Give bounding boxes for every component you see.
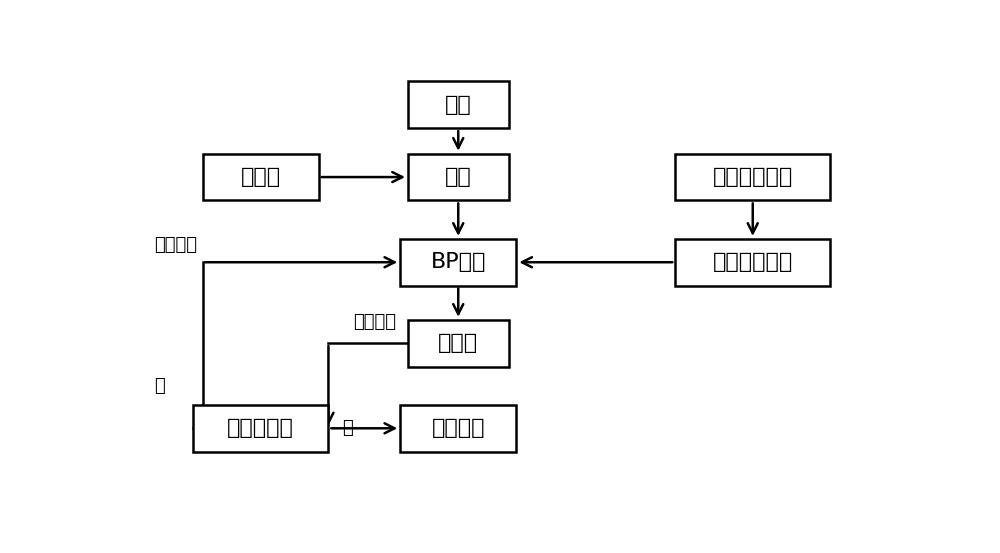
Text: 高: 高 — [342, 419, 353, 437]
Text: 校准值: 校准值 — [438, 333, 478, 353]
Bar — [408, 81, 509, 128]
Text: 参考值: 参考值 — [241, 167, 281, 187]
Text: 优化技术: 优化技术 — [154, 236, 197, 254]
Text: 模型参数设置: 模型参数设置 — [713, 252, 793, 272]
Text: 输出结果: 输出结果 — [432, 418, 485, 439]
Text: 对比: 对比 — [445, 167, 472, 187]
Bar — [400, 405, 516, 452]
Bar — [400, 239, 516, 286]
Text: 二次对比: 二次对比 — [354, 313, 397, 331]
Text: 低: 低 — [154, 377, 165, 395]
Text: 示值: 示值 — [445, 95, 472, 114]
Text: 网络模型选择: 网络模型选择 — [713, 167, 793, 187]
Bar — [193, 405, 328, 452]
Text: BP网络: BP网络 — [431, 252, 486, 272]
Bar — [202, 154, 319, 201]
Bar — [408, 320, 509, 367]
Bar — [675, 239, 830, 286]
Bar — [675, 154, 830, 201]
Bar — [408, 154, 509, 201]
Text: 误差接受度: 误差接受度 — [227, 418, 294, 439]
